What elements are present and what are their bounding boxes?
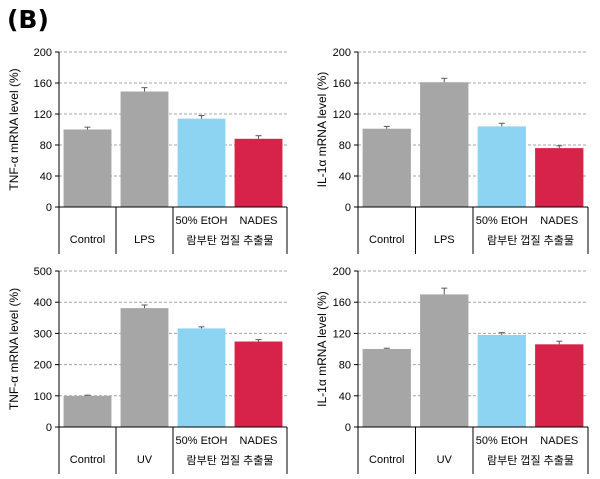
bar-control [63, 395, 112, 427]
category-label: 50% EtOH [176, 215, 228, 227]
bar-control [362, 128, 411, 207]
chart-4: 0 40 80 120 160 200 Control UV 50% EtOH NADES 람부탄 … [315, 266, 589, 474]
y-tick-label: 40 [40, 171, 52, 183]
y-tick-label: 160 [333, 297, 351, 309]
y-tick-label: 160 [34, 78, 52, 90]
category-label: 50% EtOH [476, 215, 528, 227]
category-label: 50% EtOH [176, 435, 228, 447]
bar-nades [234, 138, 283, 207]
bar-50-etoh [477, 126, 526, 207]
y-tick-label: 80 [339, 360, 351, 372]
bar-50-etoh [177, 328, 226, 427]
bar-nades [535, 344, 584, 427]
category-label: LPS [134, 234, 155, 246]
y-tick-label: 40 [339, 391, 351, 403]
category-label: NADES [540, 215, 578, 227]
y-axis-label: IL-1α mRNA level (%) [315, 291, 329, 407]
group-label: 람부탄 껍질 추출물 [186, 234, 273, 247]
y-tick-label: 400 [34, 297, 52, 309]
category-label: Control [369, 454, 404, 466]
category-label: Control [70, 454, 105, 466]
y-axis-label: IL-1α mRNA level (%) [315, 72, 329, 188]
category-label: LPS [434, 234, 455, 246]
chart-3: 0 100 200 300 400 500 Control UV 50% EtOH NADES 람부… [7, 266, 288, 474]
y-tick-label: 0 [46, 202, 52, 214]
y-tick-label: 160 [333, 78, 351, 90]
y-tick-label: 0 [345, 422, 351, 434]
category-label: UV [137, 454, 153, 466]
group-label: 람부탄 껍질 추출물 [487, 454, 574, 467]
y-tick-label: 200 [34, 360, 52, 372]
y-axis-label: TNF-α mRNA level (%) [7, 288, 21, 410]
category-label: Control [70, 234, 105, 246]
bar-control [63, 129, 112, 207]
category-label: Control [369, 234, 404, 246]
y-tick-label: 80 [40, 140, 52, 152]
bar-nades [234, 341, 283, 427]
bar-nades [535, 148, 584, 207]
bar-control [362, 349, 411, 427]
panel-label: (B) [7, 5, 49, 34]
category-label: 50% EtOH [476, 435, 528, 447]
y-tick-label: 500 [34, 266, 52, 278]
y-tick-label: 40 [339, 171, 351, 183]
y-tick-label: 300 [34, 328, 52, 340]
bar-lps [420, 82, 469, 207]
y-tick-label: 200 [333, 266, 351, 278]
y-tick-label: 200 [333, 47, 351, 59]
category-label: NADES [240, 435, 278, 447]
y-tick-label: 120 [34, 109, 52, 121]
bar-uv [420, 294, 469, 427]
y-tick-label: 100 [34, 391, 52, 403]
bar-lps [120, 91, 169, 207]
group-label: 람부탄 껍질 추출물 [186, 454, 273, 467]
chart-2: 0 40 80 120 160 200 Control LPS 50% EtOH NADES 람부탄… [315, 47, 589, 254]
category-label: NADES [240, 215, 278, 227]
chart-1: 0 40 80 120 160 200 Control LPS 50% EtOH NADES 람부탄… [7, 47, 288, 254]
group-label: 람부탄 껍질 추출물 [487, 234, 574, 247]
bar-50-etoh [177, 118, 226, 207]
category-label: UV [437, 454, 453, 466]
y-tick-label: 80 [339, 140, 351, 152]
y-tick-label: 0 [46, 422, 52, 434]
category-label: NADES [540, 435, 578, 447]
y-tick-label: 120 [333, 328, 351, 340]
y-tick-label: 120 [333, 109, 351, 121]
bar-uv [120, 308, 169, 427]
y-tick-label: 200 [34, 47, 52, 59]
y-tick-label: 0 [345, 202, 351, 214]
y-axis-label: TNF-α mRNA level (%) [7, 68, 21, 190]
bar-50-etoh [477, 334, 526, 427]
